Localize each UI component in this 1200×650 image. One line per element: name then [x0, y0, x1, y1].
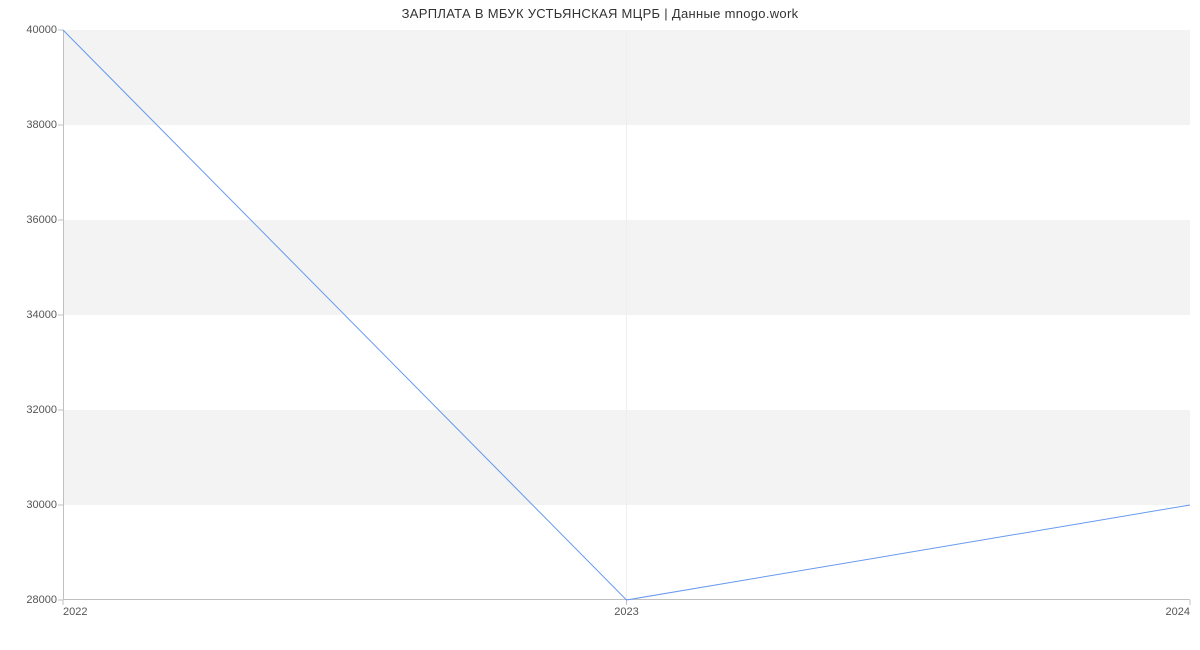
x-tick-label: 2022 — [63, 606, 87, 618]
y-tick-label: 30000 — [26, 499, 57, 511]
y-tick-label: 28000 — [26, 594, 57, 606]
salary-chart: ЗАРПЛАТА В МБУК УСТЬЯНСКАЯ МЦРБ | Данные… — [0, 0, 1200, 650]
y-tick-label: 32000 — [26, 404, 57, 416]
x-tick-label: 2023 — [614, 606, 638, 618]
y-tick-label: 34000 — [26, 309, 57, 321]
x-tick-label: 2024 — [1166, 606, 1190, 618]
chart-svg — [63, 30, 1190, 600]
chart-title: ЗАРПЛАТА В МБУК УСТЬЯНСКАЯ МЦРБ | Данные… — [0, 6, 1200, 21]
y-tick-label: 38000 — [26, 119, 57, 131]
y-tick-label: 36000 — [26, 214, 57, 226]
plot-area: 2800030000320003400036000380004000020222… — [63, 30, 1190, 600]
y-tick-label: 40000 — [26, 24, 57, 36]
